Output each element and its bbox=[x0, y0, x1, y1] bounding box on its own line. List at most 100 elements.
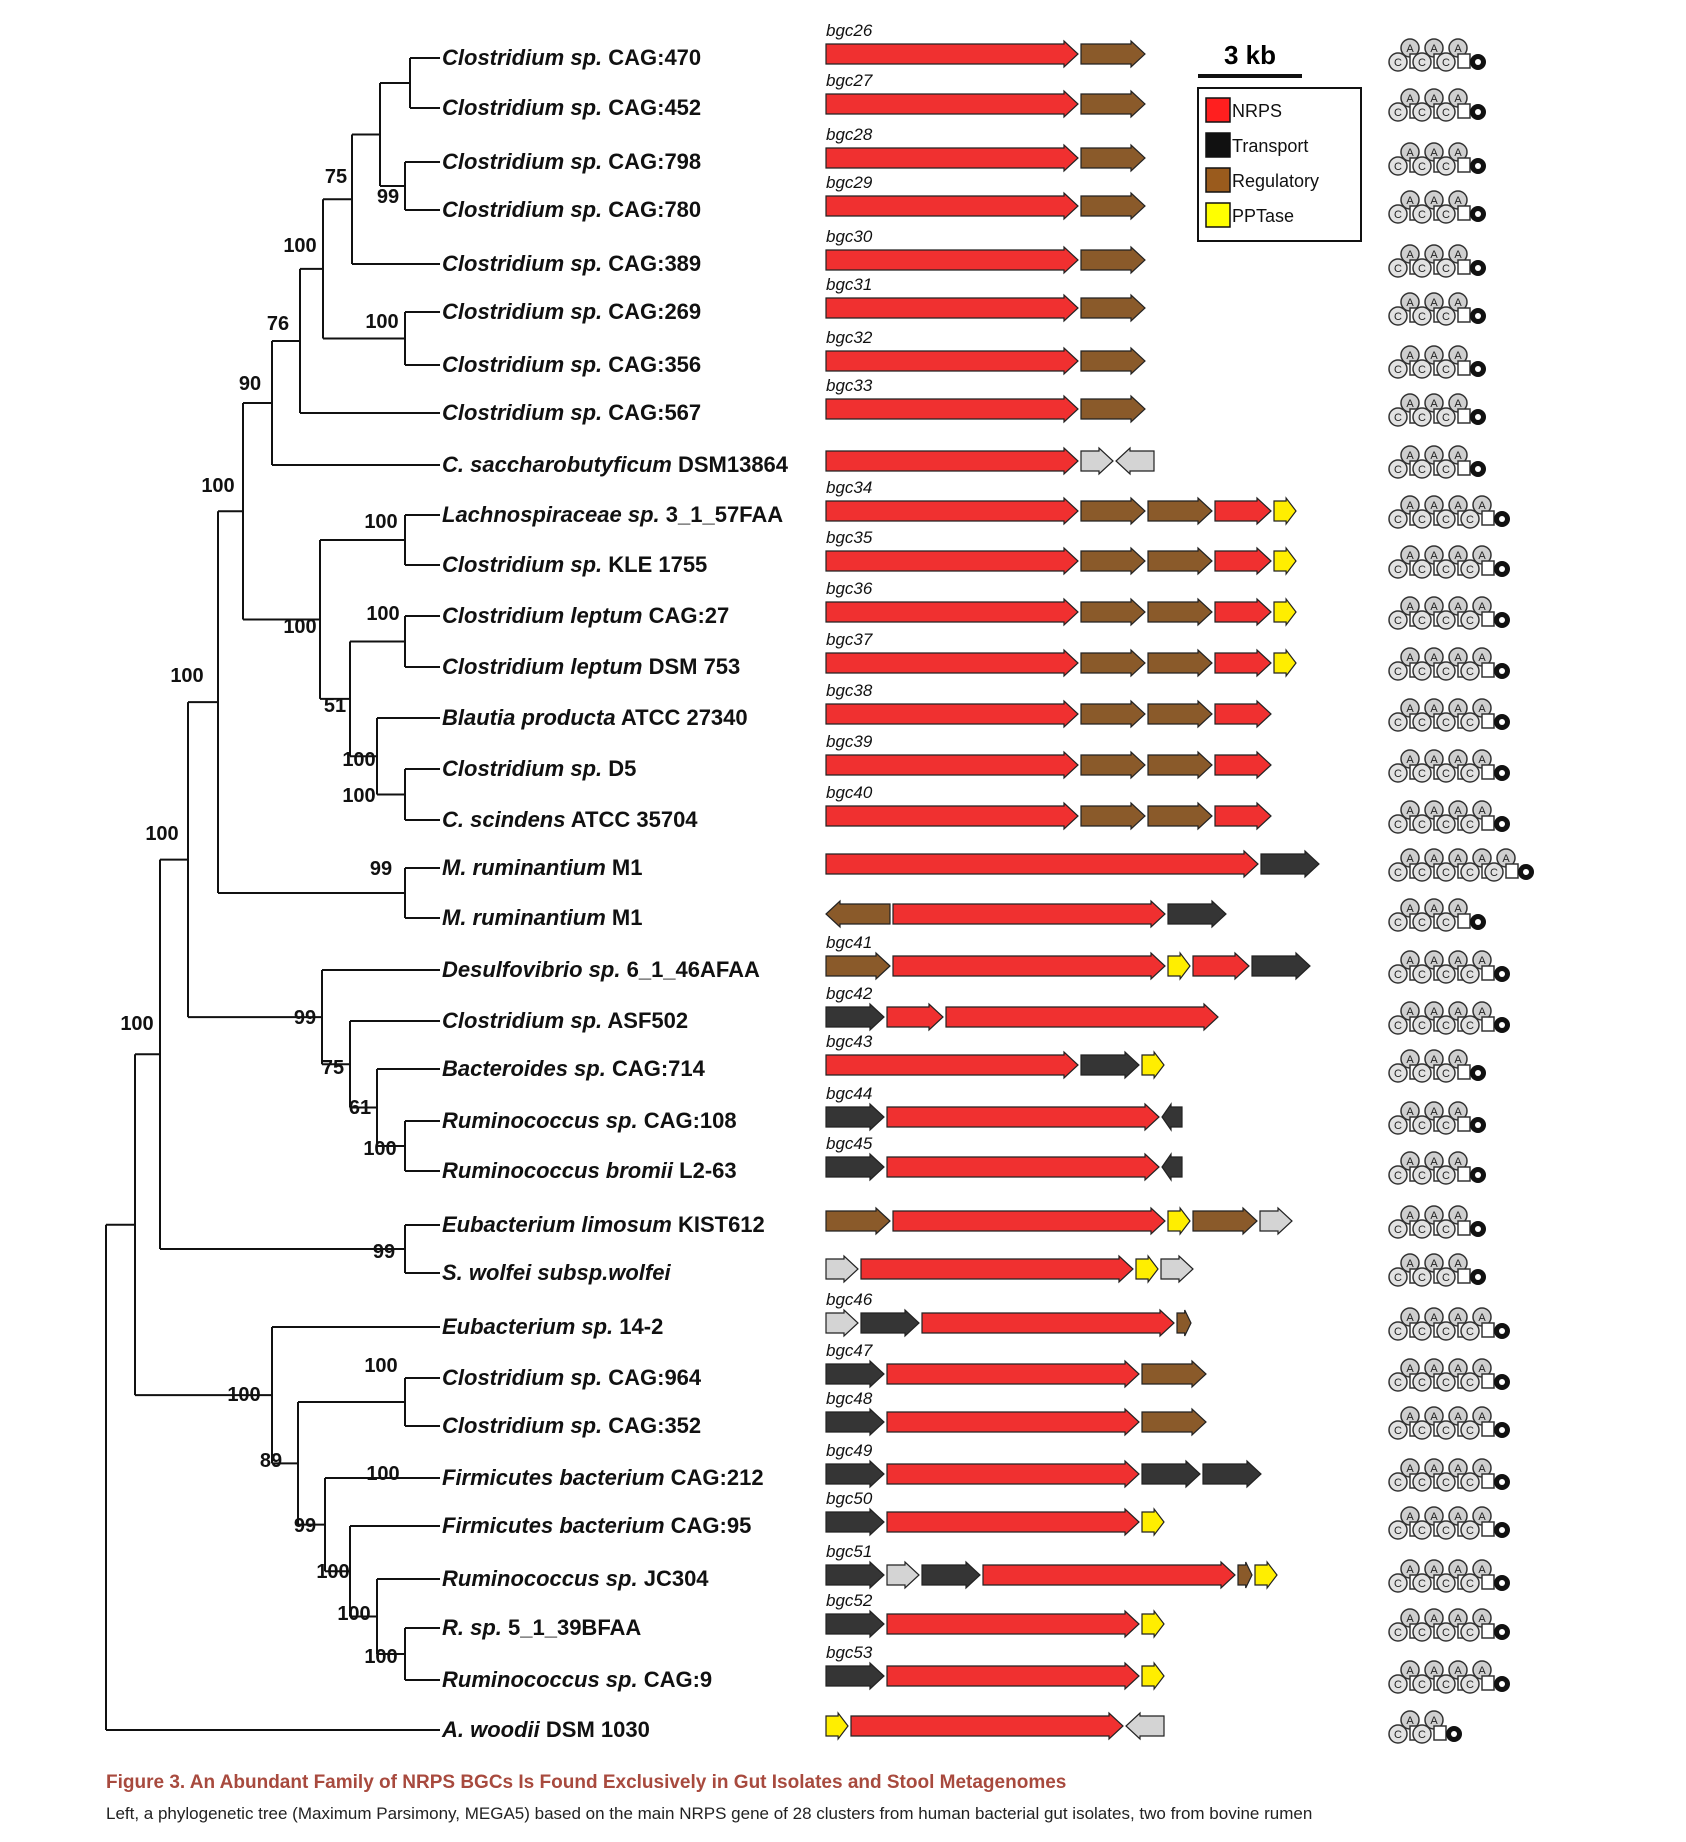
gene-arrow bbox=[1260, 849, 1320, 879]
te-domain-core bbox=[1475, 919, 1481, 925]
domain-letter: A bbox=[1430, 1613, 1438, 1625]
bootstrap-value: 100 bbox=[170, 665, 203, 687]
condensation-domain bbox=[1460, 1622, 1480, 1642]
bootstrap-value: 100 bbox=[145, 823, 178, 845]
domain-letter: A bbox=[1406, 93, 1414, 105]
gene-arrow bbox=[1202, 1459, 1262, 1489]
condensation-domain bbox=[1436, 1472, 1456, 1492]
condensation-domain bbox=[1388, 912, 1408, 932]
condensation-domain bbox=[1388, 359, 1408, 379]
domain-letter: C bbox=[1418, 1272, 1426, 1284]
gene-arrow bbox=[892, 951, 1166, 981]
taxon-label: Clostridium sp. CAG:389 bbox=[442, 251, 701, 276]
domain-letter: C bbox=[1418, 209, 1426, 221]
condensation-domain bbox=[1460, 964, 1480, 984]
bgc-id: bgc27 bbox=[826, 71, 873, 90]
condensation-domain bbox=[1460, 1573, 1480, 1593]
te-domain-core bbox=[1475, 211, 1481, 217]
condensation-domain bbox=[1388, 407, 1408, 427]
condensation-domain bbox=[1460, 814, 1480, 834]
legend-swatch bbox=[1205, 167, 1231, 193]
domain-letter: C bbox=[1466, 969, 1474, 981]
domain-letter: A bbox=[1430, 1363, 1438, 1375]
domain-letter: C bbox=[1442, 57, 1450, 69]
thiolation-domain bbox=[1481, 1521, 1495, 1537]
condensation-domain bbox=[1412, 1420, 1432, 1440]
gene-arrow bbox=[921, 1308, 1175, 1338]
gene-arrow bbox=[892, 899, 1166, 929]
domain-letter: C bbox=[1394, 1729, 1402, 1741]
gene-arrow bbox=[1147, 597, 1213, 627]
taxon-label: Firmicutes bacterium CAG:212 bbox=[442, 1465, 764, 1490]
gene-arrow bbox=[1147, 699, 1213, 729]
gene-arrow bbox=[825, 245, 1079, 275]
bootstrap-value: 61 bbox=[349, 1097, 371, 1119]
taxon-label: Clostridium sp. CAG:352 bbox=[442, 1413, 701, 1438]
gene-arrow bbox=[825, 39, 1079, 69]
domain-letter: C bbox=[1442, 209, 1450, 221]
legend-swatch bbox=[1205, 202, 1231, 228]
condensation-domain bbox=[1460, 1321, 1480, 1341]
te-domain-core bbox=[1523, 869, 1529, 875]
domain-letter: A bbox=[1454, 1665, 1462, 1677]
domain-letter: A bbox=[1454, 754, 1462, 766]
thiolation-domain bbox=[1457, 157, 1471, 173]
domain-letter: A bbox=[1430, 398, 1438, 410]
domain-letter: A bbox=[1430, 853, 1438, 865]
bootstrap-value: 100 bbox=[337, 1603, 370, 1625]
condensation-domain bbox=[1436, 1622, 1456, 1642]
bgc-id: bgc48 bbox=[826, 1389, 873, 1408]
domain-letter: C bbox=[1394, 1224, 1402, 1236]
domain-letter: A bbox=[1430, 43, 1438, 55]
domain-letter: A bbox=[1430, 1463, 1438, 1475]
condensation-domain bbox=[1412, 459, 1432, 479]
gene-arrow bbox=[1080, 546, 1146, 576]
domain-architectures: ACACACACACACACACACACACACACACACACACACACAC… bbox=[1388, 38, 1534, 1744]
condensation-domain bbox=[1412, 306, 1432, 326]
condensation-domain bbox=[1436, 1115, 1456, 1135]
condensation-domain bbox=[1436, 1420, 1456, 1440]
taxon-label: Firmicutes bacterium CAG:95 bbox=[442, 1513, 751, 1538]
te-domain-core bbox=[1499, 719, 1505, 725]
domain-letter: C bbox=[1442, 1578, 1450, 1590]
domain-letter: C bbox=[1442, 1425, 1450, 1437]
domain-letter: C bbox=[1442, 1477, 1450, 1489]
domain-letter: C bbox=[1466, 1525, 1474, 1537]
domain-letter: A bbox=[1406, 1564, 1414, 1576]
domain-letter: C bbox=[1442, 1224, 1450, 1236]
bootstrap-value: 90 bbox=[239, 373, 261, 395]
domain-letter: A bbox=[1406, 43, 1414, 55]
domain-letter: A bbox=[1406, 297, 1414, 309]
te-domain-core bbox=[1475, 466, 1481, 472]
domain-letter: C bbox=[1418, 1729, 1426, 1741]
condensation-domain bbox=[1436, 559, 1456, 579]
domain-letter: C bbox=[1394, 1326, 1402, 1338]
gene-arrow bbox=[825, 143, 1079, 173]
condensation-domain bbox=[1388, 156, 1408, 176]
taxon-label: Eubacterium sp. 14-2 bbox=[442, 1314, 663, 1339]
domain-letter: A bbox=[1454, 297, 1462, 309]
domain-letter: C bbox=[1394, 209, 1402, 221]
legend-swatch bbox=[1205, 132, 1231, 158]
domain-letter: A bbox=[1454, 1054, 1462, 1066]
domain-letter: A bbox=[1454, 1613, 1462, 1625]
condensation-domain bbox=[1388, 1420, 1408, 1440]
domain-letter: C bbox=[1442, 514, 1450, 526]
domain-letter: C bbox=[1394, 412, 1402, 424]
domain-letter: C bbox=[1418, 564, 1426, 576]
gene-arrow bbox=[825, 699, 1079, 729]
condensation-domain bbox=[1388, 258, 1408, 278]
bgc-id: bgc51 bbox=[826, 1542, 872, 1561]
condensation-domain bbox=[1412, 509, 1432, 529]
bootstrap-value: 100 bbox=[316, 1561, 349, 1583]
domain-letter: A bbox=[1430, 147, 1438, 159]
condensation-domain bbox=[1436, 1520, 1456, 1540]
domain-letter: A bbox=[1454, 853, 1462, 865]
bgc-id: bgc46 bbox=[826, 1290, 873, 1309]
bootstrap-value: 100 bbox=[201, 475, 234, 497]
gene-arrow bbox=[825, 1507, 885, 1537]
thiolation-domain bbox=[1433, 1725, 1447, 1741]
bootstrap-value: 99 bbox=[294, 1515, 316, 1537]
gene-arrow bbox=[1214, 801, 1272, 831]
